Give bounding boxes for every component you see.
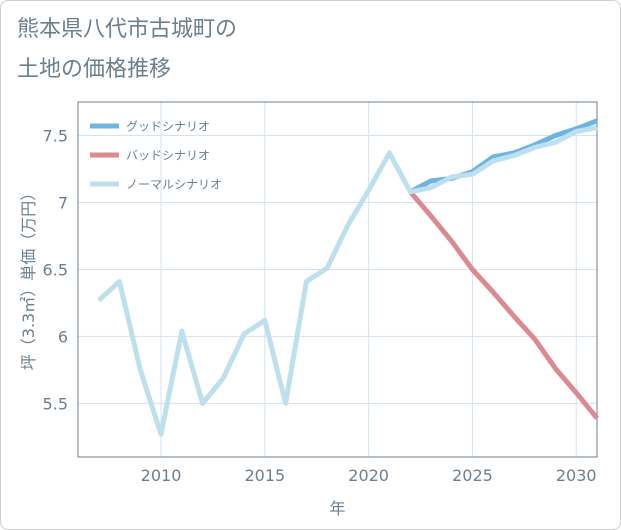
y-tick-label: 5.5 xyxy=(43,394,68,413)
page-title: 熊本県八代市古城町の xyxy=(17,17,238,42)
x-axis-title: 年 xyxy=(329,499,345,518)
x-tick-label: 2025 xyxy=(452,466,493,485)
x-tick-label: 2015 xyxy=(244,466,285,485)
legend-item-bad[interactable]: バッドシナリオ xyxy=(90,149,210,163)
page-subtitle: 土地の価格推移 xyxy=(17,57,172,82)
y-tick-label: 7 xyxy=(58,193,68,212)
series-line-normal xyxy=(97,125,598,437)
legend-label: バッドシナリオ xyxy=(126,149,210,163)
y-tick-label: 6 xyxy=(58,327,68,346)
plot-frame xyxy=(77,101,598,458)
grid xyxy=(78,102,597,457)
x-tick-label: 2010 xyxy=(141,466,182,485)
y-ticks: 5.5 6 6.5 7 7.5 xyxy=(43,126,68,413)
x-ticks: 2010 2015 2020 2025 2030 xyxy=(141,466,597,485)
series xyxy=(97,118,599,437)
y-axis-title: 坪（3.3㎡）単価（万円） xyxy=(19,185,38,370)
legend-item-good[interactable]: グッドシナリオ xyxy=(90,120,210,134)
y-tick-label: 7.5 xyxy=(43,126,68,145)
x-tick-label: 2020 xyxy=(348,466,389,485)
legend-label: グッドシナリオ xyxy=(126,120,210,134)
legend-item-normal[interactable]: ノーマルシナリオ xyxy=(90,178,222,192)
legend-label: ノーマルシナリオ xyxy=(126,178,222,192)
y-tick-label: 6.5 xyxy=(43,260,68,279)
x-tick-label: 2030 xyxy=(556,466,597,485)
series-line-bad xyxy=(408,190,599,420)
